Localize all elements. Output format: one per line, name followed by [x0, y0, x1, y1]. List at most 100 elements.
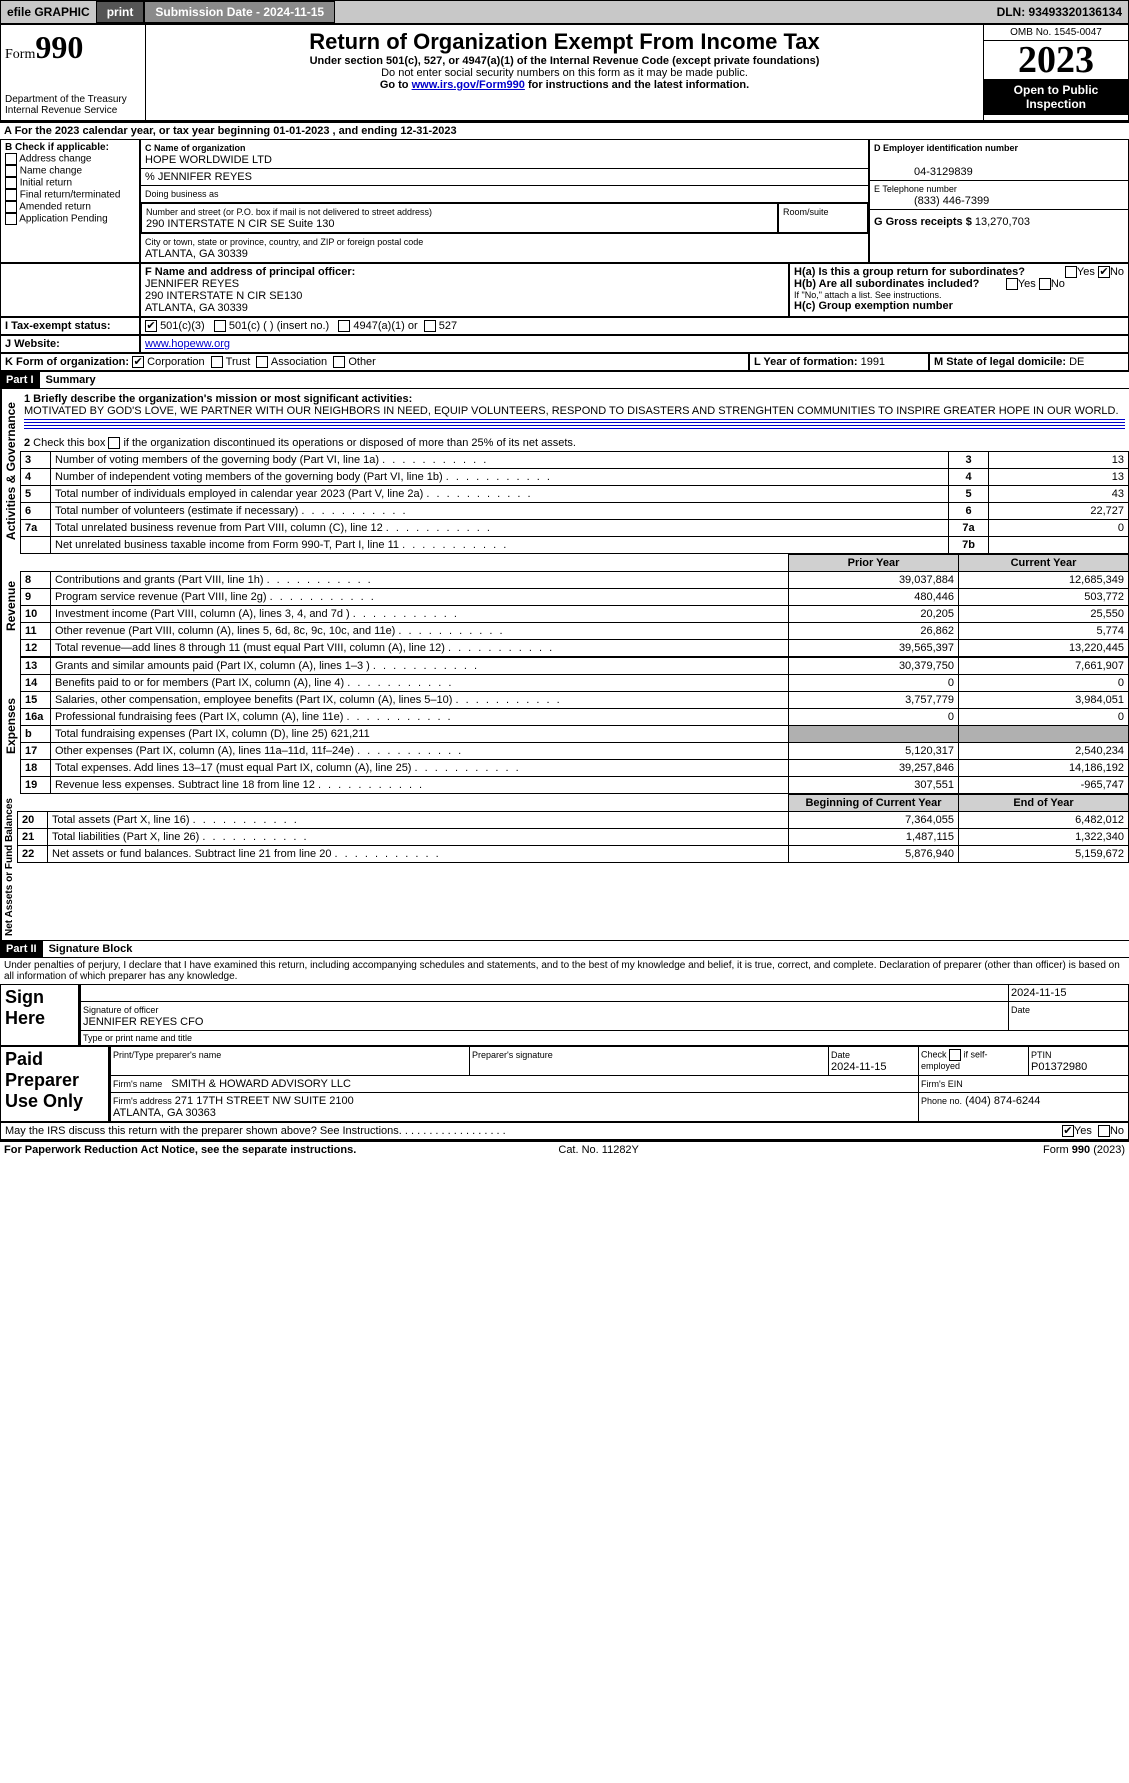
dba-label: Doing business as — [145, 189, 219, 199]
j-label: J Website: — [0, 335, 140, 353]
i-527[interactable] — [424, 320, 436, 332]
part1-title: Summary — [40, 372, 102, 388]
b-item: Initial return — [5, 177, 135, 189]
city: ATLANTA, GA 30339 — [145, 248, 248, 260]
b-item: Application Pending — [5, 213, 135, 225]
sig-officer: JENNIFER REYES CFO — [83, 1016, 203, 1028]
footer-mid: Cat. No. 11282Y — [558, 1144, 639, 1156]
ein: 04-3129839 — [914, 166, 973, 178]
gross-receipts-label: G Gross receipts $ — [874, 216, 972, 228]
revenue-table: Prior YearCurrent Year8Contributions and… — [20, 554, 1129, 657]
part1-body: Activities & Governance 1 Briefly descri… — [0, 389, 1129, 554]
b-item: Address change — [5, 153, 135, 165]
i-label: I Tax-exempt status: — [0, 317, 140, 335]
goto-note: Go to www.irs.gov/Form990 for instructio… — [150, 79, 979, 91]
side-governance: Activities & Governance — [0, 389, 20, 554]
side-net: Net Assets or Fund Balances — [0, 794, 17, 940]
ein-label: D Employer identification number — [874, 143, 1018, 153]
room-label: Room/suite — [783, 207, 829, 217]
c-name-label: C Name of organization — [145, 143, 246, 153]
k-trust[interactable] — [211, 356, 223, 368]
prep-name-label: Print/Type preparer's name — [113, 1050, 221, 1060]
k-other[interactable] — [333, 356, 345, 368]
b-item: Final return/terminated — [5, 189, 135, 201]
form-title: Return of Organization Exempt From Incom… — [150, 29, 979, 55]
city-label: City or town, state or province, country… — [145, 237, 423, 247]
firm-ein-label: Firm's EIN — [921, 1079, 963, 1089]
ha-no[interactable] — [1098, 266, 1110, 278]
b-item: Name change — [5, 165, 135, 177]
sig-date: 2024-11-15 — [1008, 985, 1128, 1001]
tax-year: 2023 — [984, 41, 1128, 79]
header-info-block: B Check if applicable: Address change Na… — [0, 139, 1129, 263]
sig-officer-label: Signature of officer — [83, 1005, 158, 1015]
side-revenue: Revenue — [0, 554, 20, 657]
form-header: Form990 Department of the Treasury Inter… — [0, 24, 1129, 121]
phone: (404) 874-6244 — [965, 1095, 1040, 1107]
line2: 2 Check this box if the organization dis… — [20, 435, 1129, 451]
self-emp: Check if self-employed — [918, 1047, 1028, 1075]
m-value: DE — [1069, 356, 1084, 368]
officer-addr2: ATLANTA, GA 30339 — [145, 302, 248, 314]
part2-tag: Part II — [0, 941, 43, 957]
i-501c3[interactable] — [145, 320, 157, 332]
sign-here-block: Sign Here 2024-11-15 Signature of office… — [0, 984, 1129, 1046]
type-print-label: Type or print name and title — [81, 1031, 1128, 1045]
section-a-period: A For the 2023 calendar year, or tax yea… — [0, 121, 1129, 139]
officer-addr1: 290 INTERSTATE N CIR SE130 — [145, 290, 302, 302]
officer-name: JENNIFER REYES — [145, 278, 239, 290]
hb-note: If "No," attach a list. See instructions… — [794, 290, 1124, 300]
part2-title: Signature Block — [43, 941, 139, 957]
b-item: Amended return — [5, 201, 135, 213]
officer-block: F Name and address of principal officer:… — [0, 263, 1129, 317]
sign-here: Sign Here — [0, 984, 80, 1046]
m-label: M State of legal domicile: — [934, 356, 1066, 368]
footer-left: For Paperwork Reduction Act Notice, see … — [4, 1144, 356, 1156]
ha-yes[interactable] — [1065, 266, 1077, 278]
efile-label: efile GRAPHIC — [1, 3, 96, 21]
l-value: 1991 — [861, 356, 885, 368]
ha-label: H(a) Is this a group return for subordin… — [794, 266, 1025, 278]
page-footer: For Paperwork Reduction Act Notice, see … — [0, 1140, 1129, 1158]
paid-preparer-block: Paid Preparer Use Only Print/Type prepar… — [0, 1046, 1129, 1122]
l-label: L Year of formation: — [754, 356, 858, 368]
i-4947[interactable] — [338, 320, 350, 332]
phone-label: Phone no. — [921, 1096, 962, 1106]
prep-date-label: Date — [831, 1050, 850, 1060]
k-assoc[interactable] — [256, 356, 268, 368]
hb-yes[interactable] — [1006, 278, 1018, 290]
ssn-note: Do not enter social security numbers on … — [150, 67, 979, 79]
net-assets-table: Beginning of Current YearEnd of Year20To… — [17, 794, 1129, 863]
discuss-yes[interactable] — [1062, 1125, 1074, 1137]
discuss-row: May the IRS discuss this return with the… — [0, 1122, 1129, 1140]
dept-label: Department of the Treasury Internal Reve… — [5, 94, 141, 116]
hb-no[interactable] — [1039, 278, 1051, 290]
public-inspection: Open to Public Inspection — [984, 79, 1128, 115]
hc-label: H(c) Group exemption number — [794, 300, 1124, 312]
k-label: K Form of organization: — [5, 356, 129, 368]
f-label: F Name and address of principal officer: — [145, 266, 355, 278]
k-corp[interactable] — [132, 356, 144, 368]
line2-checkbox[interactable] — [108, 437, 120, 449]
website-link[interactable]: www.hopeww.org — [145, 338, 230, 350]
firm-name-label: Firm's name — [113, 1079, 162, 1089]
part1-tag: Part I — [0, 372, 40, 388]
footer-right: Form 990 (2023) — [1043, 1144, 1125, 1156]
section-b-label: B Check if applicable: — [5, 142, 135, 153]
form-subtitle: Under section 501(c), 527, or 4947(a)(1)… — [150, 55, 979, 67]
declaration: Under penalties of perjury, I declare th… — [0, 958, 1129, 984]
paid-preparer: Paid Preparer Use Only — [0, 1046, 110, 1122]
print-button[interactable]: print — [96, 1, 145, 23]
phone-e: (833) 446-7399 — [914, 195, 989, 207]
side-expenses: Expenses — [0, 657, 20, 794]
form-number: Form990 — [5, 29, 141, 66]
discuss-no[interactable] — [1098, 1125, 1110, 1137]
i-501c[interactable] — [214, 320, 226, 332]
org-name: HOPE WORLDWIDE LTD — [145, 154, 272, 166]
street: 290 INTERSTATE N CIR SE Suite 130 — [146, 218, 335, 230]
firm-addr-label: Firm's address — [113, 1096, 172, 1106]
irs-link[interactable]: www.irs.gov/Form990 — [412, 79, 525, 91]
firm-name: SMITH & HOWARD ADVISORY LLC — [171, 1078, 351, 1090]
ptin-label: PTIN — [1031, 1050, 1052, 1060]
mission: MOTIVATED BY GOD'S LOVE, WE PARTNER WITH… — [24, 405, 1119, 417]
